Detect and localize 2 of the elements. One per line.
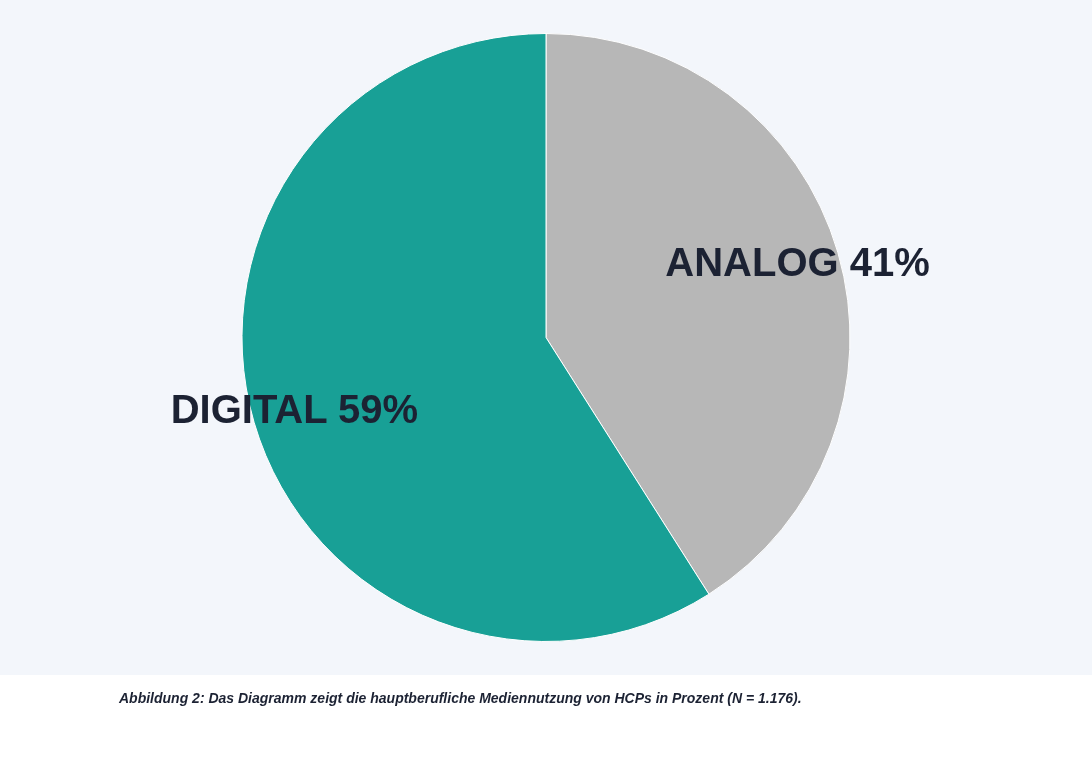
slice-label: ANALOG 41%: [665, 240, 930, 285]
text: Abbildung 2: Das Diagramm zeigt die hauptberufliche Mediennutzung von HCPs in Prozent (N = 1.176).: [119, 689, 803, 708]
